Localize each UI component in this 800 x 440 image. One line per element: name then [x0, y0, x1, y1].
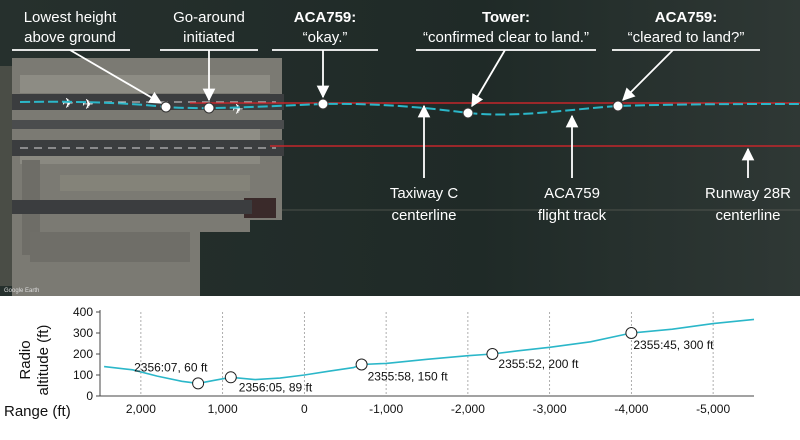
- cleared-query-speaker: ACA759:: [655, 9, 718, 26]
- airport-land: [12, 58, 282, 296]
- flight-track-label-line2: flight track: [538, 207, 607, 224]
- cleared-query-point: [612, 100, 624, 112]
- tower-speaker: Tower:: [482, 9, 530, 26]
- x-tick-label: 2,000: [126, 402, 156, 416]
- map-credit: Google Earth: [4, 288, 39, 294]
- x-tick-label: -5,000: [696, 402, 730, 416]
- altitude-point-label: 2356:05, 89 ft: [239, 380, 313, 394]
- runway-28r-label-line1: Runway 28R: [705, 185, 791, 202]
- radio-altitude-chart: 2,000 1,000 0 -1,000 -2,000 -3,000 -4,000 -5,00…: [0, 298, 800, 440]
- okay-speaker: ACA759:: [294, 9, 357, 26]
- go-around-point: [203, 102, 215, 114]
- altitude-point: [192, 377, 205, 390]
- shoreline-strip: [0, 66, 12, 286]
- x-tick-label: 1,000: [208, 402, 238, 416]
- x-tick-label: -1,000: [369, 402, 403, 416]
- x-tick-label: 0: [301, 402, 308, 416]
- altitude-point-label: 2355:58, 150 ft: [368, 370, 449, 384]
- altitude-point: [486, 348, 499, 360]
- taxiway-c-label-line1: Taxiway C: [390, 185, 459, 202]
- runway-28r: [12, 140, 284, 156]
- x-tick-label: -3,000: [533, 402, 567, 416]
- flight-track-label-line1: ACA759: [544, 185, 600, 202]
- lowest-height-label-line1: Lowest height: [24, 9, 117, 26]
- altitude-point: [224, 371, 237, 384]
- altitude-point: [355, 358, 368, 371]
- chart-grid: [140, 312, 714, 396]
- y-tick-label: 300: [73, 326, 93, 340]
- y-tick-label: 400: [73, 305, 93, 319]
- x-tick-label: -2,000: [451, 402, 485, 416]
- go-around-label-line2: initiated: [183, 29, 235, 46]
- aca759-flight-track: [19, 100, 800, 116]
- altitude-point-label: 2355:52, 200 ft: [498, 357, 579, 371]
- altitude-point-label: 2356:07, 60 ft: [134, 360, 208, 374]
- aircraft-icon: ✈: [82, 96, 94, 112]
- chart-axes: 2,000 1,000 0 -1,000 -2,000 -3,000 -4,000 -5,00…: [73, 305, 754, 416]
- altitude-point-label: 2355:45, 300 ft: [633, 338, 714, 352]
- lower-runway: [12, 200, 252, 214]
- runway-28r-label-line2: centerline: [715, 207, 780, 224]
- chart-points: 2356:07, 60 ft 2356:05, 89 ft 2355:58, 150…: [134, 327, 714, 394]
- lowest-height-arrow: [69, 49, 163, 104]
- x-tick-label: -4,000: [614, 402, 648, 416]
- okay-quote: “okay.”: [303, 29, 348, 46]
- tower-clearance-point: [462, 107, 474, 119]
- aircraft-icon: ✈: [62, 95, 74, 111]
- chart-background: [0, 298, 800, 440]
- y-axis-title-line1: Radio: [17, 340, 34, 379]
- aircraft-icon: ✈: [232, 101, 244, 117]
- lowest-height-point: [160, 101, 172, 113]
- cleared-query-arrow: [622, 49, 674, 101]
- go-around-label-line1: Go-around: [173, 9, 245, 26]
- tower-arrow: [471, 49, 506, 108]
- taxiway-c-label-line2: centerline: [391, 207, 456, 224]
- aerial-map-panel: ✈ ✈ ✈: [0, 0, 800, 296]
- okay-point: [317, 98, 329, 110]
- y-tick-label: 100: [73, 368, 93, 382]
- x-axis-title: Range (ft): [4, 403, 71, 420]
- y-tick-label: 200: [73, 347, 93, 361]
- y-axis-title-line2: altitude (ft): [35, 325, 52, 396]
- taxiway-c: [12, 120, 284, 129]
- altitude-point: [625, 327, 638, 339]
- y-tick-label: 0: [86, 389, 93, 403]
- cleared-query-quote: “cleared to land?”: [628, 29, 745, 46]
- tower-quote: “confirmed clear to land.”: [423, 29, 589, 46]
- lowest-height-label-line2: above ground: [24, 29, 116, 46]
